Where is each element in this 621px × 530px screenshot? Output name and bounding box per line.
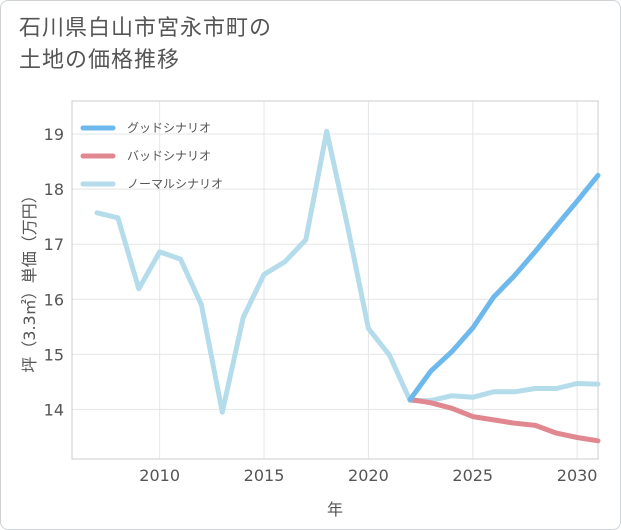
y-tick-label: 17 [44, 235, 64, 254]
x-tick-label: 2020 [348, 466, 389, 485]
grid [72, 101, 598, 459]
legend-label-2: ノーマルシナリオ [127, 177, 223, 191]
tick-labels: 2010 2015 2020 2025 2030 14 15 16 17 18 19 [44, 125, 598, 485]
chart-title-line1: 石川県白山市宮永市町の [19, 16, 273, 41]
x-tick-label: 2025 [452, 466, 493, 485]
y-tick-label: 16 [44, 290, 64, 309]
y-tick-label: 15 [44, 345, 64, 364]
y-axis-title: 坪（3.3㎡）単価（万円） [20, 187, 39, 372]
plot-area-border [71, 100, 599, 460]
x-axis-title: 年 [327, 500, 343, 519]
y-tick-label: 18 [44, 180, 64, 199]
legend-label-0: グッドシナリオ [127, 121, 211, 135]
chart-title-line2: 土地の価格推移 [19, 48, 181, 73]
y-tick-label: 14 [44, 400, 64, 419]
series-line-0 [407, 172, 601, 402]
y-tick-label: 19 [44, 125, 64, 144]
legend-label-1: バッドシナリオ [127, 149, 211, 163]
x-tick-label: 2015 [244, 466, 285, 485]
series-line-2 [94, 128, 601, 415]
chart-title: 石川県白山市宮永市町の 土地の価格推移 [19, 13, 272, 77]
x-tick-label: 2010 [139, 466, 180, 485]
x-tick-label: 2030 [557, 466, 598, 485]
series-line-1 [407, 397, 601, 444]
series-layer [94, 128, 601, 444]
